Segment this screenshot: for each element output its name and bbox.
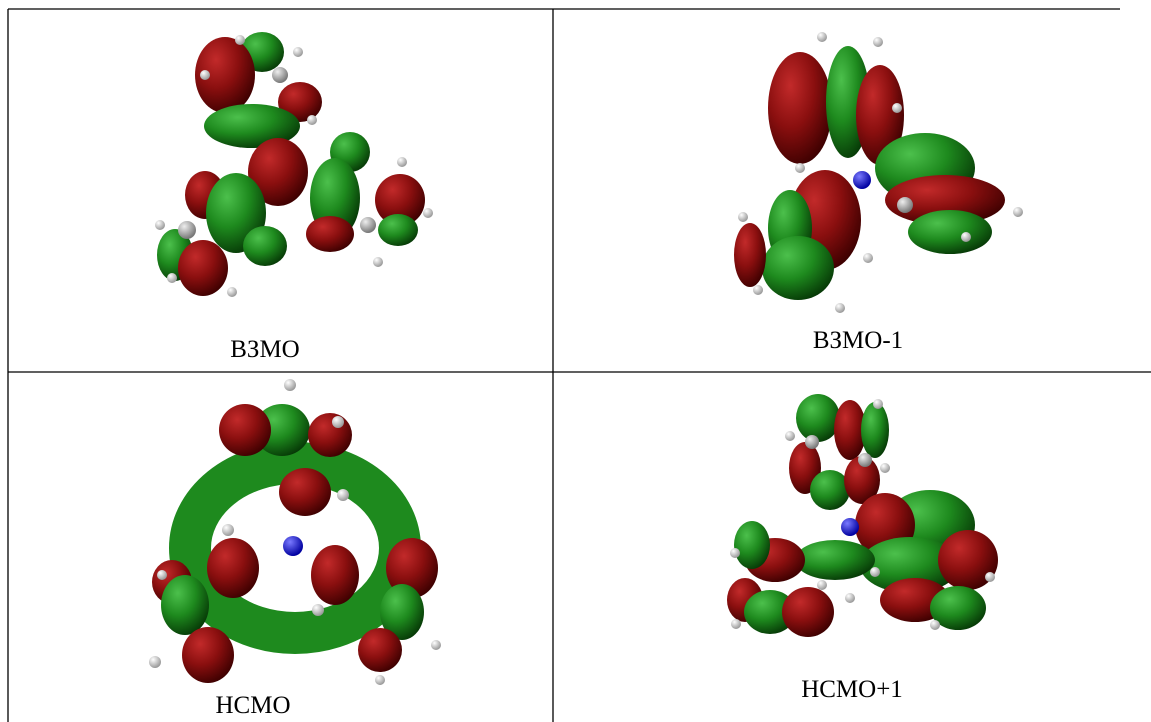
- atom: [730, 548, 740, 558]
- lobe: [795, 540, 875, 580]
- atom: [200, 70, 210, 80]
- lobe: [762, 236, 834, 300]
- orbital-homo-1: [734, 32, 1023, 313]
- lobe: [311, 545, 359, 605]
- atom: [375, 675, 385, 685]
- atom: [858, 453, 872, 467]
- atom: [930, 620, 940, 630]
- atom: [178, 221, 196, 239]
- lobe: [279, 468, 331, 516]
- atom: [892, 103, 902, 113]
- atom: [880, 463, 890, 473]
- atom: [227, 287, 237, 297]
- atom: [293, 47, 303, 57]
- lobe: [308, 413, 352, 457]
- atom: [431, 640, 441, 650]
- atom: [863, 253, 873, 263]
- atom: [312, 604, 324, 616]
- atom: [284, 379, 296, 391]
- atom: [167, 273, 177, 283]
- lobe: [306, 216, 354, 252]
- atom: [853, 171, 871, 189]
- lobe: [908, 210, 992, 254]
- atom: [873, 37, 883, 47]
- lobe: [734, 223, 766, 287]
- atom: [731, 619, 741, 629]
- atom: [423, 208, 433, 218]
- atom: [283, 536, 303, 556]
- atom: [222, 524, 234, 536]
- lobe: [207, 538, 259, 598]
- orbital-homo: [155, 32, 433, 297]
- atom: [817, 580, 827, 590]
- cell-label: НСМО: [215, 692, 290, 719]
- lobe: [734, 521, 770, 569]
- lobe: [378, 214, 418, 246]
- lobe: [768, 52, 832, 164]
- atom: [873, 399, 883, 409]
- table-figure: ВЗМО ВЗМО-1 НСМО НСМО+1: [0, 0, 1151, 722]
- atom: [155, 220, 165, 230]
- lobe: [178, 240, 228, 296]
- lobe: [161, 575, 209, 635]
- atom: [961, 232, 971, 242]
- atom: [785, 431, 795, 441]
- atom: [841, 518, 859, 536]
- atom: [397, 157, 407, 167]
- atom: [337, 489, 349, 501]
- atom: [235, 35, 245, 45]
- atom: [738, 212, 748, 222]
- orbital-lumo: [149, 379, 441, 685]
- atom: [897, 197, 913, 213]
- lobe: [796, 394, 840, 442]
- atom: [332, 416, 344, 428]
- atom: [985, 572, 995, 582]
- atom: [149, 656, 161, 668]
- lobe: [810, 470, 850, 510]
- orbital-lumo-1: [727, 394, 998, 637]
- atom: [805, 435, 819, 449]
- lobe: [861, 402, 889, 458]
- lobe: [243, 226, 287, 266]
- atom: [373, 257, 383, 267]
- cell-label: НСМО+1: [801, 676, 903, 703]
- atom: [157, 570, 167, 580]
- atom: [272, 67, 288, 83]
- cell-label: ВЗМО: [230, 336, 299, 363]
- lobe: [219, 404, 271, 456]
- atom: [360, 217, 376, 233]
- atom: [1013, 207, 1023, 217]
- cell-label: ВЗМО-1: [813, 327, 903, 354]
- atom: [817, 32, 827, 42]
- lobe: [358, 628, 402, 672]
- atom: [753, 285, 763, 295]
- lobe: [782, 587, 834, 637]
- atom: [870, 567, 880, 577]
- atom: [307, 115, 317, 125]
- atom: [835, 303, 845, 313]
- atom: [845, 593, 855, 603]
- lobe: [182, 627, 234, 683]
- atom: [795, 163, 805, 173]
